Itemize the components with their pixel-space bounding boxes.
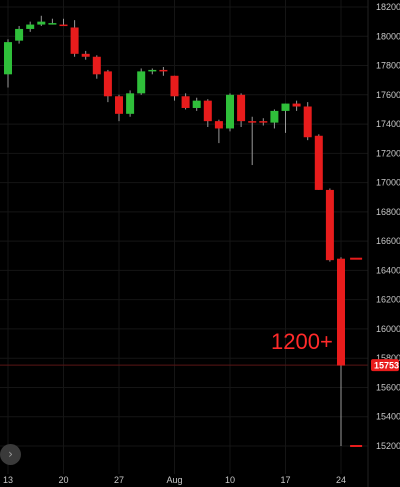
y-tick-label: 16600 bbox=[376, 236, 400, 246]
candle-body bbox=[70, 27, 79, 54]
y-tick-label: 17600 bbox=[376, 90, 400, 100]
candle-body bbox=[181, 96, 190, 108]
y-tick-label: 17000 bbox=[376, 178, 400, 188]
candle-body bbox=[159, 69, 168, 72]
candle-body bbox=[92, 56, 101, 75]
y-tick-label: 15600 bbox=[376, 382, 400, 392]
y-axis: 15200 15400 15600 15800 16000 16200 16400 16600… bbox=[367, 0, 400, 487]
y-tick-label: 17400 bbox=[376, 119, 400, 129]
y-tick-label: 16800 bbox=[376, 207, 400, 217]
candle-body bbox=[214, 121, 223, 129]
y-tick-label: 18000 bbox=[376, 31, 400, 41]
y-tick-label: 15200 bbox=[376, 441, 400, 451]
x-tick-label: 27 bbox=[114, 475, 124, 485]
candle-body bbox=[15, 28, 24, 41]
y-tick-label: 17200 bbox=[376, 148, 400, 158]
x-tick-label: 10 bbox=[225, 475, 235, 485]
candle-body bbox=[303, 106, 312, 138]
x-tick-label: Aug bbox=[166, 475, 182, 485]
drop-annotation: 1200+ bbox=[271, 329, 333, 354]
candle-body bbox=[26, 24, 35, 29]
last-price-badge bbox=[371, 359, 399, 372]
candle-body bbox=[4, 42, 12, 75]
y-tick-label: 15400 bbox=[376, 412, 400, 422]
candles-layer bbox=[4, 15, 345, 446]
candle-body bbox=[281, 103, 290, 111]
candle-body bbox=[115, 96, 123, 114]
x-tick-label: 17 bbox=[280, 475, 290, 485]
x-axis: 13 20 27 Aug 10 17 24 bbox=[3, 475, 346, 485]
candle-body bbox=[137, 71, 146, 94]
scroll-back-button[interactable]: › bbox=[0, 444, 21, 465]
candle-body bbox=[292, 103, 301, 107]
x-tick-label: 24 bbox=[336, 475, 346, 485]
candle-body bbox=[325, 189, 334, 261]
ghost-ticks-layer bbox=[350, 257, 363, 447]
candle-body bbox=[248, 121, 257, 123]
candle-body bbox=[48, 23, 57, 25]
last-price-label: 15753 bbox=[374, 361, 399, 371]
candle-body bbox=[259, 121, 268, 123]
candle-body bbox=[270, 110, 279, 123]
candle-body bbox=[81, 53, 90, 57]
y-tick-label: 17800 bbox=[376, 61, 400, 71]
candle-body bbox=[103, 71, 112, 97]
y-tick-label: 18200 bbox=[376, 2, 400, 12]
candle-body bbox=[237, 94, 246, 122]
y-tick-label: 16000 bbox=[376, 324, 400, 334]
y-tick-label: 15800 bbox=[376, 353, 400, 363]
y-tick-label: 16200 bbox=[376, 295, 400, 305]
x-tick-label: 13 bbox=[3, 475, 13, 485]
candle-body bbox=[148, 69, 157, 72]
candle-body bbox=[314, 135, 323, 190]
x-tick-label: 20 bbox=[58, 475, 68, 485]
y-tick-label: 16400 bbox=[376, 265, 400, 275]
candle-body bbox=[203, 100, 212, 122]
candle-body bbox=[37, 21, 46, 25]
candle-body bbox=[170, 75, 179, 97]
candle-body bbox=[226, 94, 234, 129]
candle-body bbox=[126, 93, 135, 114]
chevron-right-icon: › bbox=[8, 447, 13, 461]
candle-body bbox=[59, 24, 68, 27]
candle-body bbox=[192, 100, 201, 108]
grid-layer bbox=[0, 0, 368, 474]
candle-body bbox=[337, 258, 345, 366]
